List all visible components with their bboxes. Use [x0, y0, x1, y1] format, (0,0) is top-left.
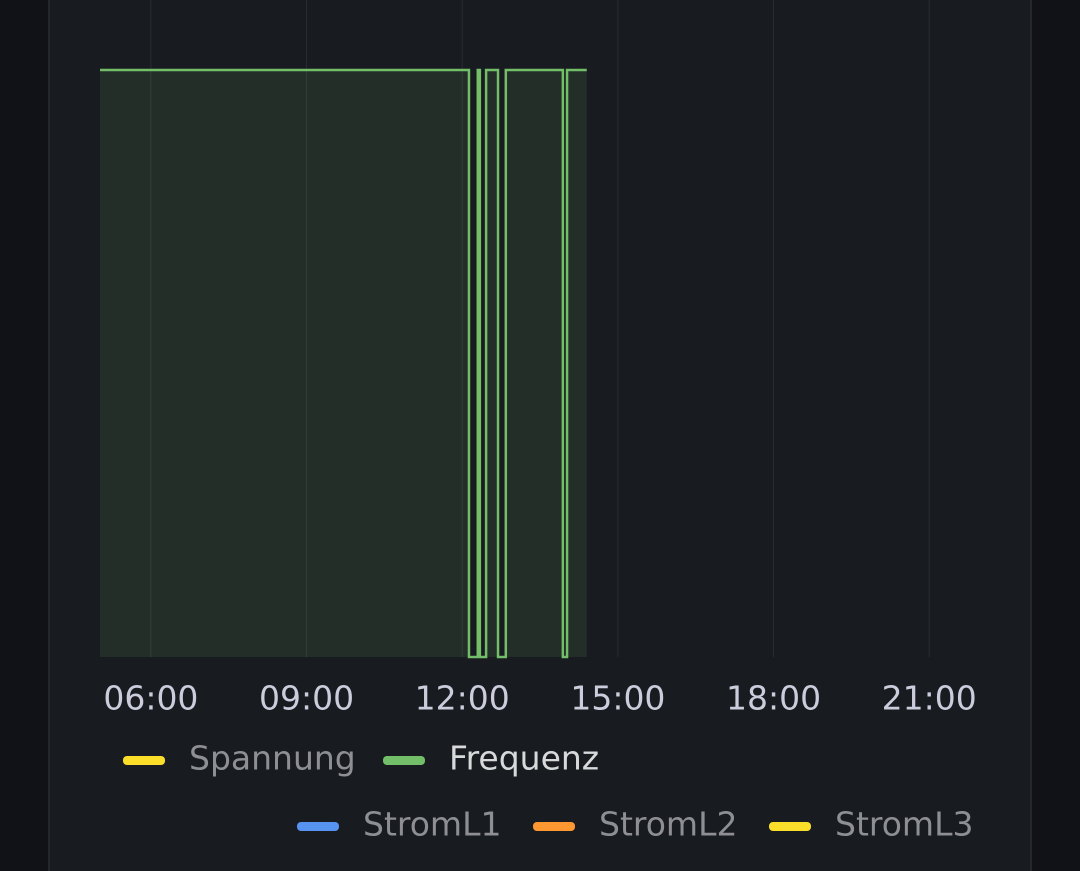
- x-tick-label: 18:00: [726, 679, 821, 718]
- legend-swatch[interactable]: [123, 756, 165, 765]
- legend-label[interactable]: StromL3: [835, 805, 973, 844]
- legend-label[interactable]: Frequenz: [449, 739, 599, 778]
- legend-swatch[interactable]: [533, 822, 575, 831]
- legend-label[interactable]: Spannung: [189, 739, 356, 778]
- legend-swatch[interactable]: [383, 756, 425, 765]
- x-tick-label: 06:00: [103, 679, 198, 718]
- legend-label[interactable]: StromL1: [363, 805, 501, 844]
- series-line: [100, 68, 587, 659]
- series-area: [100, 69, 587, 658]
- legend-swatch[interactable]: [769, 822, 811, 831]
- x-tick-label: 21:00: [882, 679, 977, 718]
- panel: [48, 0, 1032, 871]
- legend-label[interactable]: StromL2: [599, 805, 737, 844]
- x-tick-label: 12:00: [415, 679, 510, 718]
- x-tick-label: 15:00: [570, 679, 665, 718]
- x-tick-label: 09:00: [259, 679, 354, 718]
- legend-swatch[interactable]: [297, 822, 339, 831]
